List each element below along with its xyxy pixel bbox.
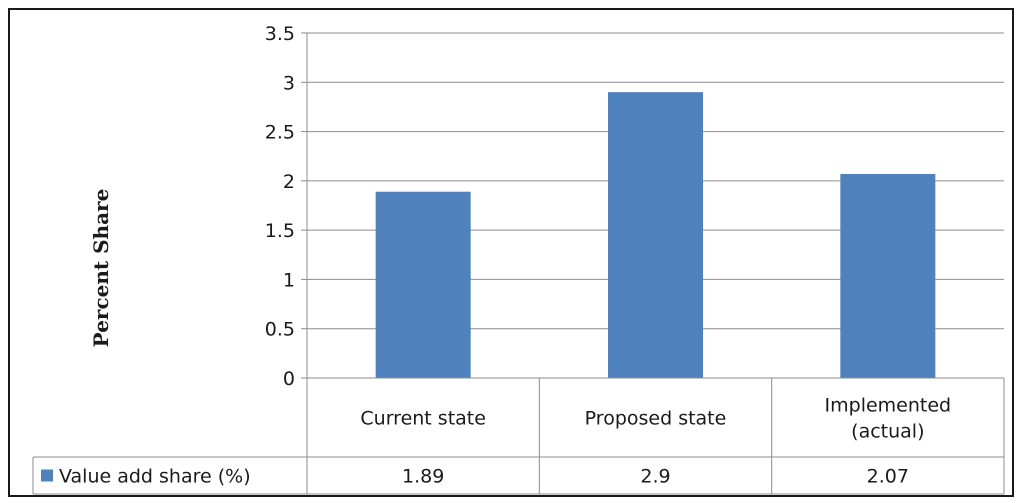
x-category-label: Implemented (actual) — [825, 395, 952, 443]
bar — [840, 173, 936, 378]
y-tick-label: 1 — [283, 269, 295, 291]
y-axis-title: Percent Share — [89, 189, 113, 348]
y-tick-label: 2 — [283, 171, 295, 193]
y-tick-label: 3 — [283, 72, 295, 94]
y-tick-label: 2.5 — [265, 122, 295, 144]
y-tick-label: 0 — [283, 368, 295, 390]
table-value-cell: 2.9 — [640, 466, 670, 488]
legend-key — [41, 469, 53, 482]
y-tick-label: 3.5 — [265, 23, 295, 45]
bar — [375, 191, 471, 378]
x-category-label: Current state — [360, 408, 486, 430]
x-category-label-line: Current state — [360, 408, 486, 430]
x-category-label-line: Implemented — [825, 395, 952, 417]
y-tick-label: 0.5 — [265, 319, 295, 341]
x-category-label-line: (actual) — [851, 421, 924, 443]
table-value-cell: 2.07 — [867, 466, 909, 488]
x-category-label: Proposed state — [585, 408, 727, 430]
table-value-cell: 1.89 — [402, 466, 444, 488]
bar — [608, 92, 703, 379]
y-tick-label: 1.5 — [265, 220, 295, 242]
x-category-label-line: Proposed state — [585, 408, 727, 430]
legend-series-name: Value add share (%) — [59, 466, 251, 488]
